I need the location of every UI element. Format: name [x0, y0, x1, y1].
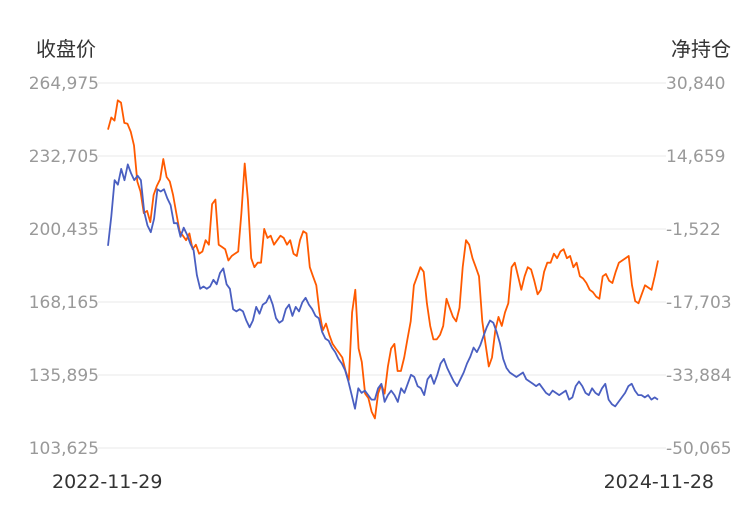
series-lines — [107, 99, 659, 420]
right-axis-ticks: 30,840 14,659 -1,522 -17,703 -33,884 -50,065 — [666, 74, 732, 459]
right-tick-label: -1,522 — [666, 220, 721, 240]
gridlines — [98, 82, 666, 449]
close-price-line — [107, 163, 659, 410]
right-tick-label: -50,065 — [666, 439, 732, 459]
left-tick-label: 103,625 — [29, 439, 99, 459]
left-axis-ticks: 264,975 232,705 200,435 168,165 135,895 103,6… — [29, 74, 99, 459]
left-axis-title: 收盘价 — [36, 37, 96, 61]
left-tick-label: 232,705 — [29, 147, 99, 167]
left-tick-label: 168,165 — [29, 293, 99, 313]
left-tick-label: 264,975 — [29, 74, 99, 94]
x-start-date-label: 2022-11-29 — [52, 471, 162, 493]
left-tick-label: 200,435 — [29, 220, 99, 240]
x-end-date-label: 2024-11-28 — [604, 471, 714, 493]
right-tick-label: 14,659 — [666, 147, 725, 167]
right-axis-title: 净持仓 — [671, 37, 731, 61]
net-position-line — [107, 99, 659, 420]
right-tick-label: 30,840 — [666, 74, 725, 94]
left-tick-label: 135,895 — [29, 366, 99, 386]
right-tick-label: -17,703 — [666, 293, 732, 313]
right-tick-label: -33,884 — [666, 366, 732, 386]
